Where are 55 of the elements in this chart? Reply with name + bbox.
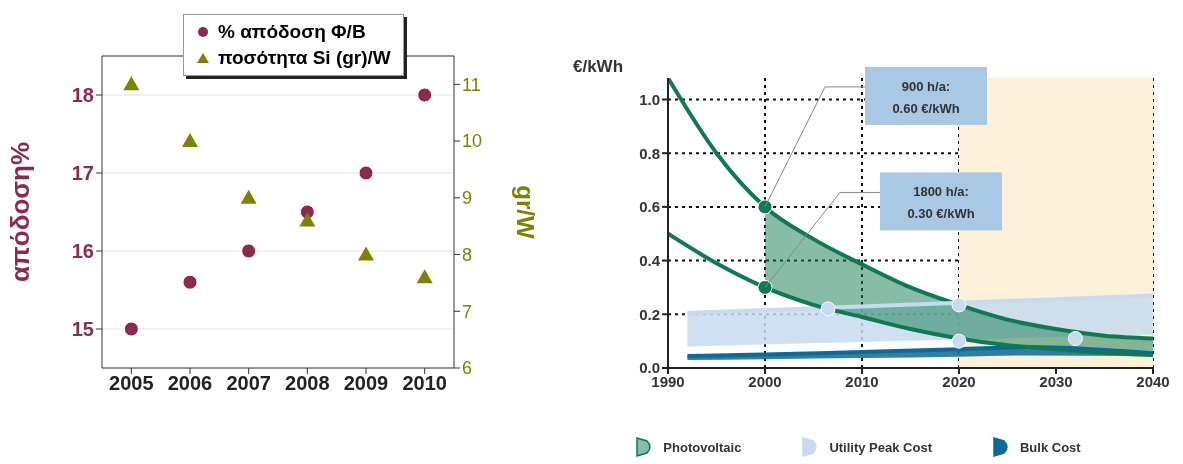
point <box>182 274 198 290</box>
line-series <box>668 231 1153 358</box>
x-tick-label: 2007 <box>226 372 271 395</box>
point <box>1067 330 1083 346</box>
y2-tick-label: 7 <box>462 301 473 322</box>
point <box>757 279 773 295</box>
point <box>123 321 139 337</box>
point <box>757 199 773 215</box>
point <box>182 133 198 148</box>
point <box>358 246 374 261</box>
x-tick-label: 2000 <box>748 372 782 390</box>
y-tick-label: 1.0 <box>639 90 660 108</box>
point <box>299 212 316 227</box>
x-tick-label: 2010 <box>845 372 879 390</box>
y2-tick-label: 9 <box>462 188 473 209</box>
y-tick-label: 0.4 <box>639 251 661 269</box>
legend-label: Utility Peak Cost <box>829 439 932 455</box>
y2-tick-label: 10 <box>462 131 483 152</box>
x-tick-label: 2006 <box>167 372 213 395</box>
point <box>951 333 967 349</box>
y2-tick-label: 6 <box>462 358 473 379</box>
x-tick-label: 2005 <box>109 372 154 395</box>
point <box>241 243 257 259</box>
annotation: 900 h/a: 0.60 €/kWh <box>892 78 960 116</box>
point <box>240 189 257 204</box>
legend-label: % απόδοση Φ/Β <box>218 20 366 44</box>
y-tick-label: 17 <box>71 162 94 185</box>
y-tick-label: 15 <box>71 318 94 341</box>
y-tick-label: 0.8 <box>639 144 660 162</box>
x-tick-label: 2010 <box>402 372 447 395</box>
point <box>358 165 374 181</box>
point <box>820 301 836 317</box>
x-tick-label: 2030 <box>1039 372 1073 390</box>
legend-label: ποσότητα Si (gr)/W <box>218 46 391 70</box>
y-tick-label: 0.6 <box>639 198 660 216</box>
point <box>951 297 967 313</box>
y-tick-label: 16 <box>71 240 94 263</box>
x-tick-label: 2009 <box>343 372 389 395</box>
point <box>417 87 433 103</box>
y2-axis-title: gr/W <box>512 185 540 239</box>
y2-tick-label: 8 <box>462 244 473 265</box>
y-axis-title: €/kWh <box>572 57 624 76</box>
y-tick-label: 18 <box>71 84 94 107</box>
y-tick-label: 0.2 <box>639 305 660 323</box>
legend-label: Bulk Cost <box>1019 439 1081 455</box>
x-tick-label: 2020 <box>942 372 976 390</box>
y2-tick-label: 11 <box>462 74 481 95</box>
point <box>123 76 140 91</box>
x-tick-label: 2040 <box>1136 372 1170 390</box>
annotation: 1800 h/a: 0.30 €/kWh <box>907 184 975 222</box>
point <box>416 269 433 284</box>
x-tick-label: 2008 <box>285 372 330 395</box>
line-series <box>668 78 1153 341</box>
legend-label: Photovoltaic <box>663 439 742 455</box>
y-axis-title: απόδοση% <box>5 141 36 283</box>
